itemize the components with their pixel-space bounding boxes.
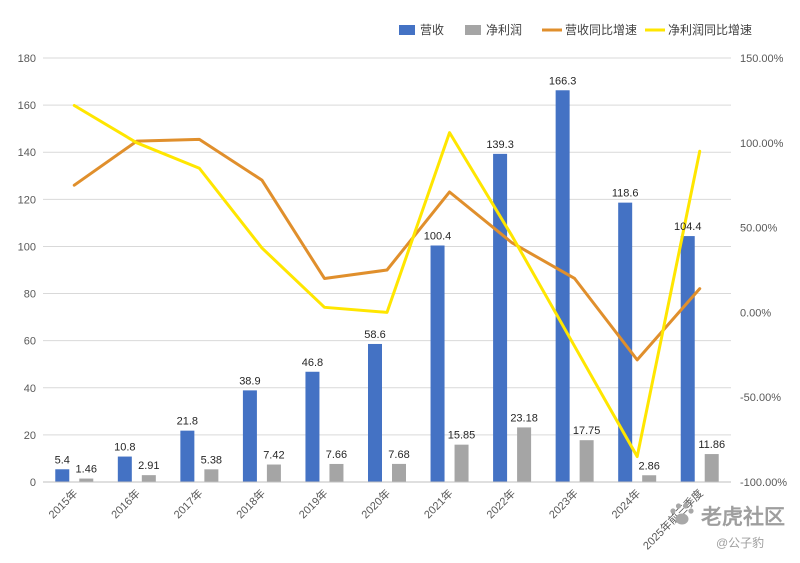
legend-label: 营收同比增速 xyxy=(565,23,637,37)
net-profit-bar xyxy=(266,464,281,482)
revenue-bar xyxy=(305,371,320,482)
net-profit-data-label: 7.42 xyxy=(263,450,284,462)
y-left-tick-label: 80 xyxy=(24,289,36,301)
revenue-data-label: 104.4 xyxy=(674,221,702,233)
revenue-bar xyxy=(430,245,445,482)
y-left-tick-label: 140 xyxy=(18,147,36,159)
legend[interactable]: 营收 净利润 营收同比增速 净利润同比增速 xyxy=(399,23,752,37)
revenue-data-label: 38.9 xyxy=(239,375,260,387)
revenue-data-label: 58.6 xyxy=(364,329,385,341)
x-tick-label: 2022年 xyxy=(483,486,518,521)
x-tick-label: 2023年 xyxy=(546,486,581,521)
x-tick-label: 2024年 xyxy=(608,486,643,521)
y-left-tick-label: 160 xyxy=(18,100,36,112)
revenue-data-label: 46.8 xyxy=(302,357,323,369)
watermark-brand: 老虎社区 xyxy=(701,505,785,529)
paw-icon xyxy=(670,503,694,525)
net-profit-data-label: 2.91 xyxy=(138,460,159,472)
revenue-data-label: 139.3 xyxy=(486,139,514,151)
y-left-tick-label: 100 xyxy=(18,241,36,253)
net-profit-data-label: 11.86 xyxy=(698,439,725,451)
x-tick-label: 2016年 xyxy=(108,486,143,521)
y-right-tick-label: 150.00% xyxy=(740,53,784,65)
y-right-tick-label: -50.00% xyxy=(740,392,781,404)
revenue-data-label: 21.8 xyxy=(177,416,198,428)
revenue-bar xyxy=(368,343,382,482)
y-right-tick-label: 50.00% xyxy=(740,223,778,235)
x-tick-label: 2021年 xyxy=(421,486,456,521)
data-labels: 5.4 10.8 21.8 38.9 46.8 58.6 100.4 139.3 166.3 11… xyxy=(55,75,725,475)
y-right-tick-label: 0.00% xyxy=(740,307,771,319)
revenue-bar xyxy=(555,90,570,482)
revenue-data-label: 118.6 xyxy=(612,188,639,200)
net-profit-bar xyxy=(141,475,156,482)
legend-net-profit[interactable]: 净利润 xyxy=(465,23,522,37)
revenue-data-label: 5.4 xyxy=(55,454,70,466)
net-profit-data-label: 15.85 xyxy=(448,430,476,442)
revenue-data-label: 166.3 xyxy=(549,75,577,87)
revenue-bar xyxy=(680,236,695,482)
y-right-tick-label: 100.00% xyxy=(740,138,784,150)
legend-revenue[interactable]: 营收 xyxy=(399,23,444,37)
x-tick-label: 2017年 xyxy=(170,486,205,521)
x-tick-label: 2025年前三季度 xyxy=(640,486,706,552)
revenue-data-label: 10.8 xyxy=(114,442,135,454)
x-tick-label: 2019年 xyxy=(296,486,331,521)
revenue-growth-line xyxy=(72,137,702,362)
legend-label: 营收 xyxy=(420,23,444,37)
revenue-bar xyxy=(55,469,70,482)
net-profit-bar xyxy=(329,463,344,482)
net-profit-bar xyxy=(79,478,94,482)
net-profit-bar xyxy=(642,475,657,482)
net-profit-data-label: 5.38 xyxy=(201,454,222,466)
revenue-bar xyxy=(242,390,257,482)
x-tick-label: 2018年 xyxy=(233,486,268,521)
net-profit-bar xyxy=(454,444,469,482)
legend-swatch xyxy=(465,25,481,35)
line-series xyxy=(72,103,702,459)
net-profit-bar xyxy=(392,463,406,482)
legend-swatch xyxy=(399,25,415,35)
x-tick-label: 2015年 xyxy=(45,486,80,521)
legend-label: 净利润同比增速 xyxy=(668,23,752,37)
legend-label: 净利润 xyxy=(486,23,522,37)
net-profit-data-label: 7.68 xyxy=(388,449,409,461)
legend-net-profit-growth[interactable]: 净利润同比增速 xyxy=(645,23,752,37)
net-profit-data-label: 23.18 xyxy=(510,412,538,424)
watermark: 老虎社区 @公子豹 xyxy=(670,503,785,550)
revenue-bar xyxy=(180,430,195,482)
net-profit-bar xyxy=(204,469,219,482)
y-left-tick-label: 120 xyxy=(18,194,36,206)
y-right-tick-label: -100.00% xyxy=(740,477,787,489)
revenue-bar xyxy=(117,456,132,482)
y-left-tick-label: 0 xyxy=(30,477,36,489)
watermark-handle: @公子豹 xyxy=(716,535,764,550)
revenue-data-label: 100.4 xyxy=(424,231,452,243)
net-profit-bar xyxy=(579,440,594,482)
y-left-tick-label: 180 xyxy=(18,53,36,65)
y-left-tick-label: 40 xyxy=(24,383,36,395)
y-left-tick-label: 20 xyxy=(24,430,36,442)
bar-series xyxy=(55,90,719,483)
legend-revenue-growth[interactable]: 营收同比增速 xyxy=(542,23,637,37)
net-profit-data-label: 17.75 xyxy=(573,425,601,437)
revenue-bar xyxy=(493,153,508,483)
net-profit-bar xyxy=(704,454,719,482)
net-profit-data-label: 2.86 xyxy=(638,460,659,472)
net-profit-growth-line xyxy=(72,103,702,459)
net-profit-bar xyxy=(517,427,532,482)
x-tick-label: 2020年 xyxy=(358,486,393,521)
y-left-tick-label: 60 xyxy=(24,336,36,348)
net-profit-data-label: 1.46 xyxy=(76,464,97,476)
net-profit-data-label: 7.66 xyxy=(326,449,347,461)
